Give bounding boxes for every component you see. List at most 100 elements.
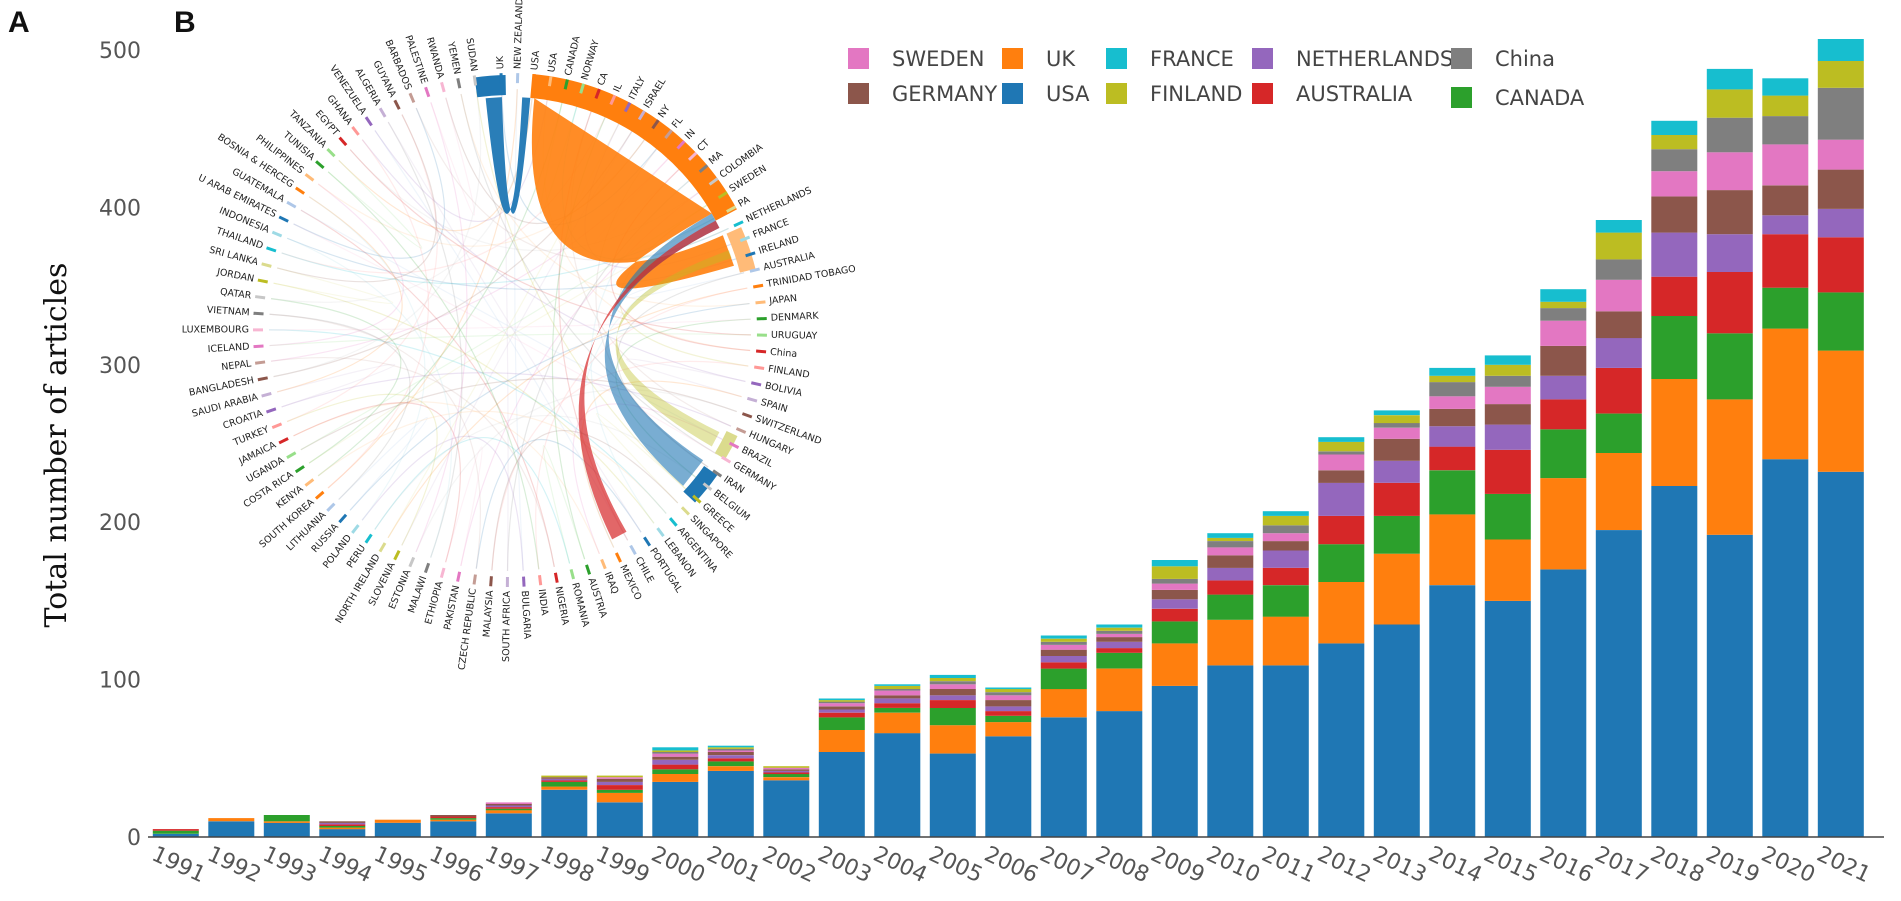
bar-segment-germany-1999 bbox=[596, 778, 643, 782]
bar-segment-netherlands-2017 bbox=[1595, 338, 1642, 368]
chord-link bbox=[276, 363, 396, 408]
bar-segment-australia-2006 bbox=[985, 711, 1032, 716]
bar-segment-uk-2007 bbox=[1040, 689, 1087, 718]
bar-segment-australia-2010 bbox=[1207, 580, 1254, 595]
bar-segment-finland-2008 bbox=[1096, 627, 1143, 631]
x-tick-label: 2013 bbox=[1369, 842, 1430, 888]
bar-segment-germany-2007 bbox=[1040, 649, 1087, 656]
x-tick-label: 2006 bbox=[980, 842, 1041, 888]
chord-link bbox=[361, 435, 524, 571]
bar-segment-france-2000 bbox=[652, 747, 699, 751]
bar-segment-germany-2018 bbox=[1651, 196, 1698, 233]
bar-segment-usa-2005 bbox=[929, 753, 976, 837]
bar-segment-australia-1991 bbox=[152, 829, 199, 831]
bar-segment-usa-2012 bbox=[1318, 643, 1365, 837]
bar-segment-finland-1998 bbox=[541, 775, 588, 778]
bar-segment-uk-2010 bbox=[1207, 619, 1254, 666]
x-tick-label: 1993 bbox=[259, 842, 320, 888]
bar-segment-france-2017 bbox=[1595, 220, 1642, 233]
chord-tick bbox=[364, 116, 373, 127]
chord-segment bbox=[726, 227, 756, 273]
chord-tick bbox=[609, 94, 617, 106]
chord-label: JAPAN bbox=[768, 293, 798, 307]
legend-swatch-sweden bbox=[848, 48, 869, 69]
bar-segment-uk-1995 bbox=[374, 819, 421, 823]
chord-label: VIETNAM bbox=[206, 305, 250, 319]
bar-segment-france-2020 bbox=[1762, 78, 1809, 96]
x-tick-label: 2005 bbox=[925, 842, 986, 888]
bar-segment-netherlands-2004 bbox=[874, 698, 921, 704]
chord-link bbox=[286, 114, 438, 423]
chord-segment bbox=[530, 73, 737, 221]
bar-segment-usa-1995 bbox=[374, 822, 421, 837]
bar-segment-australia-1996 bbox=[430, 816, 477, 819]
chord-tick bbox=[664, 129, 673, 139]
chord-link bbox=[273, 267, 394, 304]
bar-segment-canada-2021 bbox=[1817, 292, 1864, 351]
bar-segment-france-2016 bbox=[1540, 289, 1587, 302]
chord-segment bbox=[714, 431, 738, 460]
bar-segment-uk-2005 bbox=[929, 725, 976, 754]
chord-flow bbox=[485, 97, 531, 214]
chord-label: URUGUAY bbox=[771, 330, 818, 342]
chord-tick bbox=[741, 412, 753, 419]
bar-segment-germany-1998 bbox=[541, 777, 588, 779]
bar-segment-usa-2010 bbox=[1207, 665, 1254, 837]
chord-link bbox=[293, 223, 717, 455]
x-tick-label: 1996 bbox=[425, 842, 486, 888]
chord-link bbox=[491, 430, 679, 571]
bar-segment-uk-2016 bbox=[1540, 478, 1587, 570]
bar-segment-germany-2005 bbox=[929, 689, 976, 696]
chord-label: ITALY bbox=[627, 75, 648, 102]
bar-segment-canada-2003 bbox=[818, 717, 865, 730]
x-tick-label: 2002 bbox=[758, 842, 819, 888]
bar-segment-canada-2002 bbox=[763, 774, 810, 778]
chord-tick bbox=[456, 78, 462, 89]
x-tick-label: 2021 bbox=[1813, 842, 1874, 888]
chord-tick bbox=[253, 311, 264, 316]
bar-segment-canada-2010 bbox=[1207, 594, 1254, 620]
bar-segment-china-2001 bbox=[707, 748, 754, 751]
chord-link bbox=[475, 438, 642, 569]
bar-segment-usa-2014 bbox=[1429, 585, 1476, 837]
bar-segment-france-2018 bbox=[1651, 120, 1698, 135]
panel-letter-a: A bbox=[8, 6, 30, 39]
chord-tick bbox=[378, 542, 387, 553]
chord-link bbox=[327, 171, 540, 570]
bar-segment-canada-2006 bbox=[985, 715, 1032, 723]
chord-label: UK bbox=[495, 55, 506, 69]
chord-tick bbox=[708, 177, 719, 186]
bar-segment-france-2010 bbox=[1207, 533, 1254, 538]
bar-segment-canada-2019 bbox=[1706, 333, 1753, 400]
chord-tick bbox=[692, 494, 702, 504]
bar-segment-netherlands-2014 bbox=[1429, 426, 1476, 447]
bar-segment-netherlands-2020 bbox=[1762, 215, 1809, 235]
bar-segment-china-2004 bbox=[874, 689, 921, 691]
bar-segment-netherlands-2010 bbox=[1207, 567, 1254, 581]
bar-segment-france-2021 bbox=[1817, 39, 1864, 61]
bar-segment-uk-1992 bbox=[208, 818, 255, 822]
chord-label: IL bbox=[611, 81, 625, 94]
x-tick-label: 2014 bbox=[1424, 842, 1485, 888]
chord-link bbox=[308, 196, 426, 521]
bar-segment-netherlands-2021 bbox=[1817, 209, 1864, 238]
chord-link bbox=[327, 159, 423, 249]
chord-tick bbox=[735, 427, 747, 434]
bar-segment-usa-2004 bbox=[874, 733, 921, 837]
chord-label: JORDAN bbox=[215, 266, 255, 284]
chord-tick bbox=[579, 83, 585, 94]
bar-segment-uk-1994 bbox=[319, 827, 366, 830]
bar-segment-canada-1998 bbox=[541, 781, 588, 787]
bar-segment-uk-1998 bbox=[541, 786, 588, 790]
bar-segment-uk-2000 bbox=[652, 774, 699, 782]
x-tick-label: 1991 bbox=[148, 842, 209, 888]
legend-label-finland: FINLAND bbox=[1150, 82, 1242, 106]
x-tick-label: 2020 bbox=[1757, 842, 1818, 888]
chord-link bbox=[300, 209, 555, 568]
bar-segment-netherlands-2003 bbox=[818, 709, 865, 713]
legend-swatch-australia bbox=[1252, 83, 1273, 104]
bar-segment-uk-2018 bbox=[1651, 379, 1698, 486]
y-tick-label: 100 bbox=[99, 669, 141, 694]
bar-segment-australia-2011 bbox=[1262, 567, 1309, 586]
bar-segment-australia-2004 bbox=[874, 703, 921, 708]
